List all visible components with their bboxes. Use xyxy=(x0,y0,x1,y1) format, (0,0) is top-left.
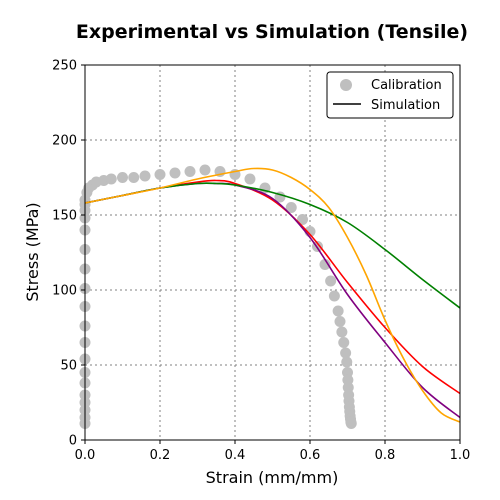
simulation-line-4 xyxy=(84,167,461,423)
legend: Calibration Simulation xyxy=(326,71,454,119)
x-tick-label: 0.0 xyxy=(75,448,96,463)
y-tick-label: 150 xyxy=(52,209,77,224)
calibration-point xyxy=(336,326,348,338)
calibration-point xyxy=(328,290,340,302)
calibration-point xyxy=(117,172,128,183)
calibration-point xyxy=(334,316,346,327)
x-axis-label: Strain (mm/mm) xyxy=(206,468,339,487)
calibration-point xyxy=(128,172,140,183)
calibration-point xyxy=(199,164,211,176)
calibration-point xyxy=(285,202,297,213)
plot-data xyxy=(79,164,461,429)
calibration-point xyxy=(244,173,256,185)
y-tick-label: 100 xyxy=(52,284,77,299)
x-tick-label: 0.2 xyxy=(150,448,171,463)
y-tick-label: 0 xyxy=(69,434,77,449)
y-tick-label: 250 xyxy=(52,59,77,74)
calibration-point xyxy=(184,166,196,177)
legend-box xyxy=(326,71,454,119)
calibration-point xyxy=(332,305,344,317)
axis-ticks: 0.0 0.2 0.4 0.6 0.8 1.0 0 50 100 150 200 250 xyxy=(52,59,470,464)
calibration-point xyxy=(319,259,331,270)
calibration-point xyxy=(297,214,308,225)
calibration-point xyxy=(341,356,353,368)
legend-marker-calibration xyxy=(340,79,352,91)
calibration-point xyxy=(325,275,337,287)
x-tick-label: 1.0 xyxy=(450,448,471,463)
calibration-point xyxy=(139,170,151,182)
legend-label-calibration: Calibration xyxy=(371,78,442,93)
calibration-point xyxy=(169,167,181,179)
y-tick-label: 50 xyxy=(60,359,77,374)
x-tick-label: 0.4 xyxy=(225,448,246,463)
calibration-point xyxy=(340,347,352,359)
calibration-point xyxy=(154,169,166,180)
chart-title: Experimental vs Simulation (Tensile) xyxy=(76,21,468,43)
calibration-point xyxy=(338,337,350,348)
y-axis-label: Stress (MPa) xyxy=(23,202,42,301)
calibration-point xyxy=(105,173,117,185)
calibration-point xyxy=(345,418,357,429)
x-tick-label: 0.6 xyxy=(300,448,321,463)
plot-frame xyxy=(84,64,461,441)
y-tick-label: 200 xyxy=(52,134,77,149)
x-tick-label: 0.8 xyxy=(375,448,396,463)
legend-label-simulation: Simulation xyxy=(371,98,440,113)
